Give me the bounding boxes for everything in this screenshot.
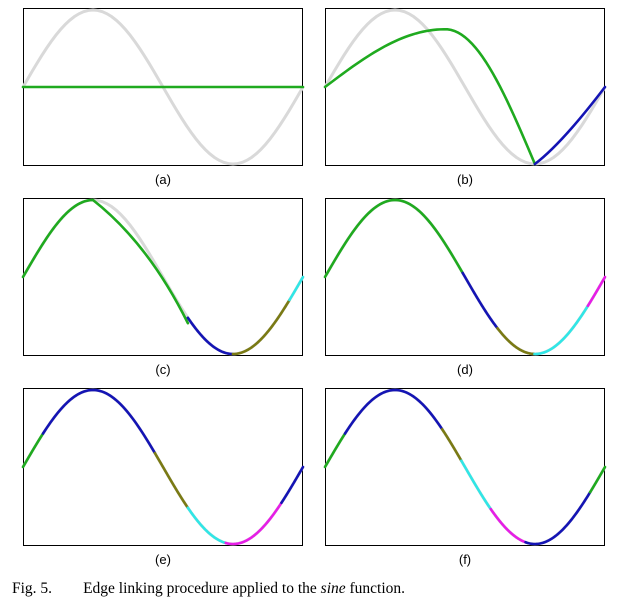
linked-edge-segment-5 [288,275,305,302]
linked-edge-segment-6 [280,465,305,505]
linked-edge-segment-3 [153,451,190,510]
caption-text-after: function. [345,580,406,597]
linked-edge-segment-2 [461,271,499,330]
panel-b-label: (b) [457,172,473,187]
linked-edge-segment-2 [41,388,157,455]
figure-caption: Fig. 5. Edge linking procedure applied t… [12,580,405,598]
reference-sine-curve [323,8,607,166]
linked-edge-segment-4 [186,506,228,545]
panel-f-label: (f) [458,552,472,567]
linked-edge-segment-1 [21,198,95,279]
panel-c-label: (c) [155,362,171,377]
linked-edge-segment-7 [588,465,607,494]
panel-f [323,388,607,546]
linked-edge-segment-2 [343,388,444,435]
panel-a-plot [21,8,305,166]
linked-edge-segment-3 [440,428,463,463]
linked-edge-segment-1 [323,27,537,166]
panel-d [323,198,607,356]
caption-text-before: Edge linking procedure applied to the [83,580,321,597]
panel-f-plot [323,388,607,546]
linked-edge-segment-5 [224,501,283,546]
panel-d-label: (d) [457,362,473,377]
linked-edge-segment-5 [586,275,607,308]
linked-edge-segment-6 [524,490,592,546]
linked-edge-segment-4 [231,298,291,356]
panel-d-plot [323,198,607,356]
linked-edge-segment-4 [533,304,590,356]
linked-edge-segment-1 [21,432,45,469]
panel-a [21,8,305,166]
linked-edge-segment-2 [91,198,190,325]
linked-edge-segment-2 [533,85,607,166]
panel-e-plot [21,388,305,546]
panel-b-plot [323,8,607,166]
panel-a-label: (a) [155,172,171,187]
panel-c [21,198,305,356]
panel-c-plot [21,198,305,356]
panel-b [323,8,607,166]
panel-e-label: (e) [155,552,171,567]
linked-edge-segment-1 [323,432,347,469]
linked-edge-segment-3 [186,316,235,356]
linked-edge-segment-1 [323,198,464,279]
caption-emphasis: sine [320,580,346,597]
caption-fig-label: Fig. 5. [12,580,53,597]
linked-edge-segment-3 [496,326,536,356]
panel-e [21,388,305,546]
linked-edge-segment-5 [489,507,527,544]
linked-edge-segment-4 [460,459,493,511]
